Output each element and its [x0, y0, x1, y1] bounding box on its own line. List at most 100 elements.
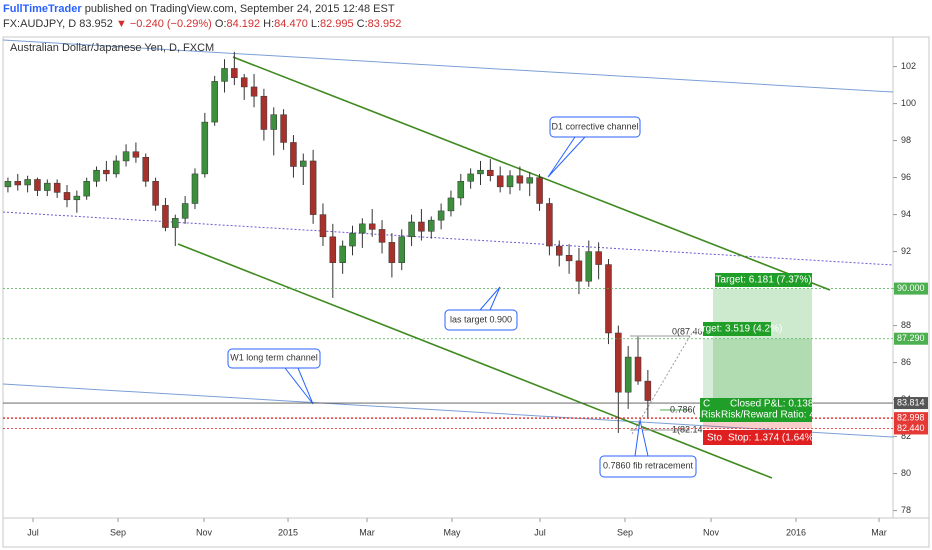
- callout-text: 0.7860 fib retracement: [603, 460, 694, 470]
- header: FullTimeTrader published on TradingView.…: [3, 2, 404, 32]
- price-badge-label: 83.814: [897, 397, 925, 407]
- callout-pointer: [479, 286, 501, 311]
- position-label: Closed P&L: 0.138: [730, 399, 814, 410]
- candle-body: [516, 175, 524, 184]
- position-label: Stop: 1.374 (1.64%): [728, 433, 817, 444]
- candle-body: [260, 95, 268, 130]
- candle-body: [181, 203, 189, 219]
- candle-body: [536, 177, 543, 204]
- candle-body: [634, 356, 642, 382]
- candle-body: [142, 157, 150, 182]
- x-tick-label: 2015: [278, 527, 298, 537]
- candle-body: [103, 169, 110, 175]
- candle-body: [506, 175, 514, 188]
- x-tick-label: Nov: [196, 527, 213, 537]
- candle-body: [309, 160, 317, 215]
- candle-body: [496, 175, 504, 188]
- candle-body: [526, 177, 533, 184]
- candle-body: [319, 214, 327, 238]
- candle-body: [644, 380, 652, 401]
- candle-body: [83, 181, 90, 197]
- candle-body: [398, 236, 405, 263]
- price-badge: [894, 422, 928, 435]
- candle-body: [211, 81, 218, 123]
- callout: [227, 348, 321, 369]
- callout: [444, 309, 518, 331]
- header-line: FX:AUDJPY, D 83.952 ▼ −0.240 (−0.29%) O:…: [3, 17, 404, 32]
- callout-text: las target 0.900: [450, 314, 512, 324]
- callout-text: W1 long term channel: [230, 352, 318, 362]
- candle-body: [418, 221, 425, 232]
- author[interactable]: FullTimeTrader: [3, 3, 82, 15]
- frame: [2, 36, 930, 548]
- ohlc-key: H:: [263, 18, 275, 30]
- callout: [549, 116, 641, 138]
- x-tick-label: Mar: [359, 527, 375, 537]
- callout-pointer: [634, 419, 649, 457]
- candle-body: [575, 260, 583, 282]
- candle-body: [428, 219, 435, 232]
- fib-label: 0.786(: [670, 404, 696, 414]
- published: published on TradingView.com, September …: [84, 3, 395, 15]
- candle-body: [595, 251, 602, 265]
- price-badge-label: 87.290: [897, 333, 925, 343]
- ohlc-value: 84.192: [226, 18, 261, 30]
- candle-body: [447, 197, 455, 212]
- candle-body: [329, 236, 337, 263]
- candle-body: [201, 121, 209, 175]
- ohlc-value: 84.470: [274, 18, 308, 30]
- y-tick-label: 92: [901, 246, 911, 256]
- price-badge: [894, 412, 928, 425]
- ohlc: O:84.192 H:84.470 L:82.995 C:83.952: [215, 18, 404, 30]
- y-tick-label: 96: [901, 172, 911, 182]
- position-label-bg: [700, 398, 812, 422]
- position-label: Sto: [707, 433, 722, 444]
- candle-body: [349, 232, 356, 247]
- x-tick-label: 2016: [786, 527, 806, 537]
- candle-body: [122, 151, 130, 162]
- x-tick-label: Nov: [703, 527, 720, 537]
- candle-body: [339, 245, 346, 263]
- candle-body: [624, 356, 632, 393]
- chart-title: Australian Dollar/Japanese Yen, D, FXCM: [10, 42, 214, 54]
- candle-body: [270, 114, 277, 130]
- price-badge: [894, 397, 928, 410]
- channel-line: [177, 243, 773, 479]
- y-tick-label: 88: [901, 320, 911, 330]
- price-badge-label: 82.440: [897, 423, 925, 433]
- position-label-bg: [715, 273, 812, 287]
- y-tick-label: 98: [901, 135, 911, 145]
- symbol: FX:AUDJPY, D: [3, 18, 77, 30]
- profit-zone: [713, 288, 812, 404]
- candle-body: [240, 77, 248, 88]
- y-tick-label: 80: [901, 468, 911, 478]
- position-label: Target: 3.519 (4.2%): [692, 324, 783, 335]
- position-label-bg: [703, 322, 771, 336]
- y-tick-label: 82: [901, 431, 911, 441]
- candle-body: [4, 181, 12, 188]
- drawings: D1 corrective channel las target 0.900 W…: [2, 39, 894, 479]
- candle-body: [605, 264, 612, 334]
- candle-body: [24, 179, 31, 186]
- ohlc-value: 83.952: [367, 18, 402, 30]
- y-tick-label: 102: [901, 61, 916, 71]
- candle-body: [300, 160, 307, 167]
- position-label: Risk: [701, 410, 721, 421]
- candle-body: [73, 195, 81, 201]
- candle-body: [112, 160, 120, 175]
- x-tick-label: Sep: [110, 527, 126, 537]
- fib-label: 0(87.46: [672, 326, 703, 336]
- candle-body: [93, 169, 100, 182]
- price-badge: [894, 332, 928, 345]
- candle-body: [14, 181, 22, 186]
- candle-body: [152, 181, 159, 206]
- candle-body: [408, 221, 415, 238]
- candle-body: [487, 169, 494, 176]
- candle-body: [477, 169, 484, 175]
- channel-line: [232, 56, 831, 291]
- x-tick-label: May: [444, 527, 462, 537]
- y-tick-label: 100: [901, 98, 916, 108]
- candle-body: [162, 205, 169, 228]
